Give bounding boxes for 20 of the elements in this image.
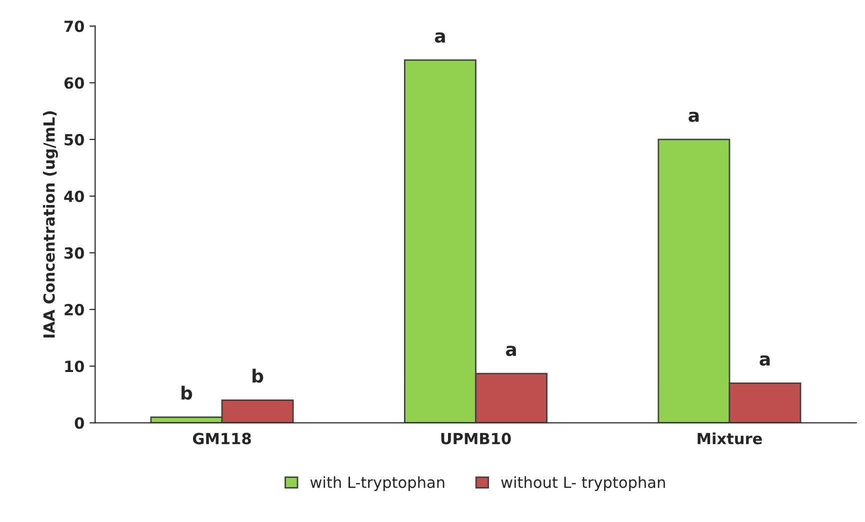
annotation: b: [252, 368, 264, 383]
annotation: a: [506, 346, 516, 356]
y-tick-label: 40: [64, 190, 84, 202]
x-tick-label: GM118: [192, 432, 251, 444]
y-tick-label: 10: [65, 360, 84, 372]
y-tick-label: 30: [64, 247, 84, 259]
annotation: b: [182, 386, 192, 400]
y-tick-label: 60: [64, 77, 84, 89]
legend-label: with L-tryptophan: [310, 476, 444, 492]
annotation: a: [688, 112, 699, 122]
y-tick-label: 20: [64, 304, 84, 316]
y-axis-title: IAA Concentration (ug/mL): [43, 111, 58, 338]
annotation: a: [760, 355, 770, 366]
y-tick-label: 50: [64, 134, 84, 146]
y-tick-label: 0: [74, 417, 84, 429]
y-tick-label: 70: [64, 20, 84, 32]
x-tick-label: Mixture: [698, 432, 762, 444]
x-tick-label: UPMB10: [441, 432, 511, 444]
annotation: a: [434, 32, 445, 43]
legend-label: without L- tryptophan: [501, 476, 665, 492]
